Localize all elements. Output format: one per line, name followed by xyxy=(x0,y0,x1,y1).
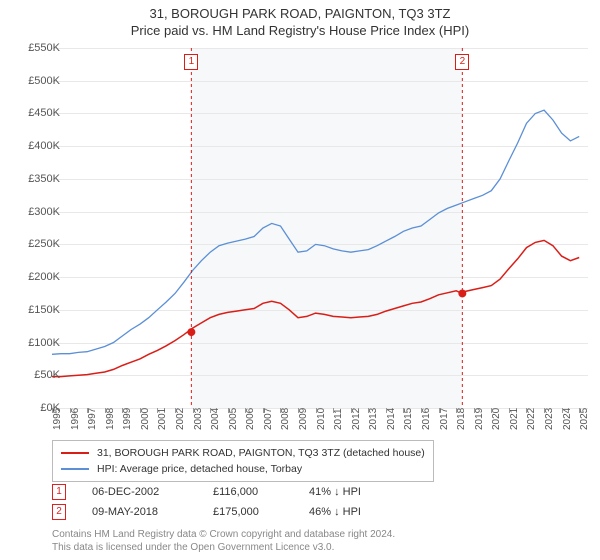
x-axis-tick: 2021 xyxy=(509,408,520,430)
x-axis-tick: 2018 xyxy=(456,408,467,430)
x-axis-tick: 2022 xyxy=(526,408,537,430)
series-line-hpi xyxy=(52,110,579,354)
y-axis-tick: £200K xyxy=(12,271,60,283)
y-axis-tick: £450K xyxy=(12,107,60,119)
marker-box-2: 2 xyxy=(455,54,469,70)
x-axis-tick: 2012 xyxy=(351,408,362,430)
x-axis-tick: 2020 xyxy=(491,408,502,430)
y-axis-tick: £100K xyxy=(12,337,60,349)
legend-label-property: 31, BOROUGH PARK ROAD, PAIGNTON, TQ3 3TZ… xyxy=(97,447,425,459)
x-axis-tick: 2015 xyxy=(403,408,414,430)
sale-date: 09-MAY-2018 xyxy=(92,506,187,518)
marker-box-1: 1 xyxy=(184,54,198,70)
x-axis-tick: 1998 xyxy=(105,408,116,430)
footer-line-1: Contains HM Land Registry data © Crown c… xyxy=(52,529,395,542)
sale-price: £116,000 xyxy=(213,486,283,498)
chart-svg xyxy=(52,48,588,408)
footer-line-2: This data is licensed under the Open Gov… xyxy=(52,542,395,555)
x-axis-tick: 1996 xyxy=(70,408,81,430)
x-axis-tick: 2024 xyxy=(562,408,573,430)
x-axis-tick: 1997 xyxy=(87,408,98,430)
x-axis-tick: 2023 xyxy=(544,408,555,430)
x-axis-tick: 2007 xyxy=(263,408,274,430)
chart-container: 31, BOROUGH PARK ROAD, PAIGNTON, TQ3 3TZ… xyxy=(0,0,600,560)
y-axis-tick: £400K xyxy=(12,140,60,152)
x-axis-tick: 2006 xyxy=(245,408,256,430)
chart-legend: 31, BOROUGH PARK ROAD, PAIGNTON, TQ3 3TZ… xyxy=(52,440,434,482)
chart-title: 31, BOROUGH PARK ROAD, PAIGNTON, TQ3 3TZ xyxy=(0,0,600,21)
x-axis-tick: 2019 xyxy=(474,408,485,430)
sale-row-1: 1 06-DEC-2002 £116,000 41% ↓ HPI xyxy=(52,484,361,500)
sale-pct: 46% ↓ HPI xyxy=(309,506,361,518)
y-axis-tick: £150K xyxy=(12,304,60,316)
legend-item-property: 31, BOROUGH PARK ROAD, PAIGNTON, TQ3 3TZ… xyxy=(61,445,425,461)
x-axis-tick: 2002 xyxy=(175,408,186,430)
sale-pct: 41% ↓ HPI xyxy=(309,486,361,498)
x-axis-tick: 2005 xyxy=(228,408,239,430)
sale-row-2: 2 09-MAY-2018 £175,000 46% ↓ HPI xyxy=(52,504,361,520)
marker-dot-2 xyxy=(458,289,466,297)
legend-item-hpi: HPI: Average price, detached house, Torb… xyxy=(61,461,425,477)
y-axis-tick: £250K xyxy=(12,238,60,250)
y-axis-tick: £300K xyxy=(12,206,60,218)
x-axis-tick: 2004 xyxy=(210,408,221,430)
y-axis-tick: £0K xyxy=(12,402,60,414)
legend-label-hpi: HPI: Average price, detached house, Torb… xyxy=(97,463,302,475)
series-line-property xyxy=(52,240,579,376)
sale-marker-2: 2 xyxy=(52,504,66,520)
chart-subtitle: Price paid vs. HM Land Registry's House … xyxy=(0,21,600,38)
y-axis-tick: £350K xyxy=(12,173,60,185)
sale-date: 06-DEC-2002 xyxy=(92,486,187,498)
footer-attribution: Contains HM Land Registry data © Crown c… xyxy=(52,529,395,554)
legend-swatch-property xyxy=(61,452,89,454)
y-axis-tick: £550K xyxy=(12,42,60,54)
x-axis-tick: 2010 xyxy=(316,408,327,430)
x-axis-tick: 2013 xyxy=(368,408,379,430)
legend-swatch-hpi xyxy=(61,468,89,470)
marker-dot-1 xyxy=(187,328,195,336)
x-axis-tick: 2025 xyxy=(579,408,590,430)
x-axis-tick: 2017 xyxy=(439,408,450,430)
x-axis-tick: 2000 xyxy=(140,408,151,430)
x-axis-tick: 1999 xyxy=(122,408,133,430)
x-axis-tick: 2014 xyxy=(386,408,397,430)
sale-marker-1: 1 xyxy=(52,484,66,500)
sale-price: £175,000 xyxy=(213,506,283,518)
y-axis-tick: £50K xyxy=(12,369,60,381)
x-axis-tick: 2011 xyxy=(333,408,344,430)
x-axis-tick: 2009 xyxy=(298,408,309,430)
x-axis-tick: 2008 xyxy=(280,408,291,430)
x-axis-tick: 2016 xyxy=(421,408,432,430)
x-axis-tick: 2001 xyxy=(157,408,168,430)
x-axis-tick: 2003 xyxy=(193,408,204,430)
y-axis-tick: £500K xyxy=(12,75,60,87)
chart-plot-area: 12 1995199619971998199920002001200220032… xyxy=(52,48,588,408)
